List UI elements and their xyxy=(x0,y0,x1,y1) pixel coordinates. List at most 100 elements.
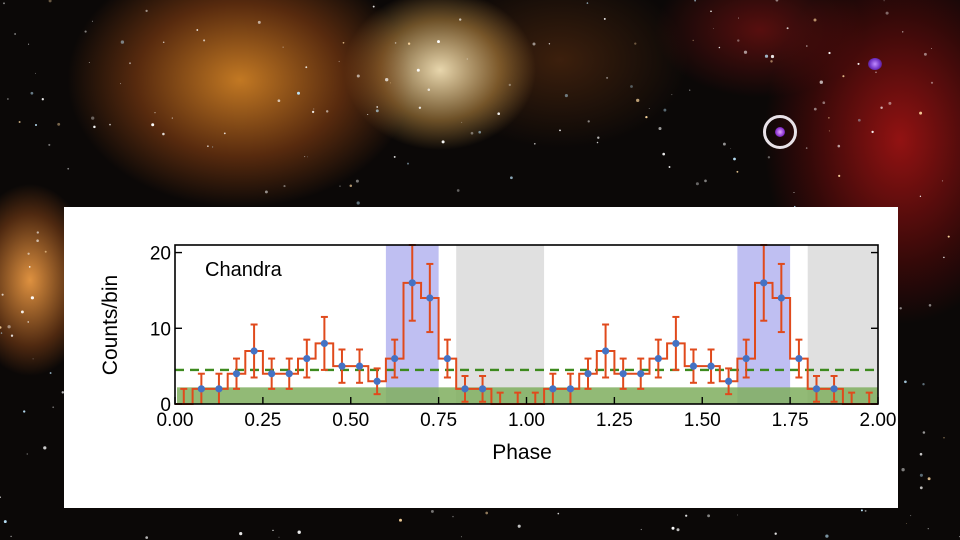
background-star xyxy=(943,256,945,259)
data-point xyxy=(303,354,311,363)
data-point xyxy=(443,354,452,363)
background-star xyxy=(923,52,927,56)
data-point xyxy=(566,385,575,393)
background-star xyxy=(864,509,867,512)
y-tick-label: 20 xyxy=(150,244,171,265)
background-star xyxy=(212,146,214,148)
chart-annotation: Chandra xyxy=(205,259,283,281)
data-point xyxy=(812,385,821,393)
data-point xyxy=(584,370,592,378)
background-star xyxy=(162,41,165,43)
background-star xyxy=(3,520,7,524)
x-tick-label: 0.00 xyxy=(157,410,194,431)
background-star xyxy=(883,0,885,2)
background-star xyxy=(91,20,93,22)
background-star xyxy=(648,108,650,109)
background-star xyxy=(901,31,904,33)
background-star xyxy=(837,144,841,148)
background-star xyxy=(272,529,274,532)
background-star xyxy=(880,106,883,110)
background-star xyxy=(32,358,34,360)
background-band xyxy=(177,387,878,404)
data-point xyxy=(830,385,838,393)
background-star xyxy=(901,468,905,472)
background-star xyxy=(770,60,773,63)
background-star xyxy=(356,201,360,205)
background-star xyxy=(418,106,422,109)
background-star xyxy=(282,46,284,48)
background-star xyxy=(694,0,696,2)
background-star xyxy=(145,536,149,539)
background-star xyxy=(557,512,560,515)
background-star xyxy=(264,190,268,194)
background-star xyxy=(203,39,206,42)
background-star xyxy=(676,528,680,532)
background-star xyxy=(508,83,511,87)
data-point xyxy=(373,377,381,385)
background-star xyxy=(559,129,561,132)
data-point xyxy=(408,279,416,287)
background-star xyxy=(943,437,945,439)
background-star xyxy=(437,40,440,44)
background-star xyxy=(692,39,694,42)
background-star xyxy=(597,136,600,139)
background-star xyxy=(857,118,861,122)
background-star xyxy=(28,43,30,45)
target-source-star xyxy=(775,127,785,137)
background-star xyxy=(0,496,1,498)
background-star xyxy=(634,42,637,45)
background-star xyxy=(630,85,633,88)
background-star xyxy=(84,30,87,33)
background-star xyxy=(18,121,21,123)
background-star xyxy=(48,0,52,3)
background-fill xyxy=(177,387,878,404)
x-tick-label: 2.00 xyxy=(860,410,897,431)
background-star xyxy=(297,91,300,95)
background-star xyxy=(927,477,931,481)
background-star xyxy=(733,157,736,161)
data-point xyxy=(391,354,399,363)
background-star xyxy=(207,145,209,147)
data-point xyxy=(725,377,733,385)
background-star xyxy=(171,117,173,119)
background-star xyxy=(689,89,691,91)
background-star xyxy=(93,125,96,129)
background-star xyxy=(43,446,47,450)
background-star xyxy=(297,530,301,534)
background-star xyxy=(305,66,308,69)
background-star xyxy=(61,391,65,394)
background-star xyxy=(718,46,721,49)
data-points xyxy=(197,279,838,393)
data-point xyxy=(707,362,715,370)
background-star xyxy=(30,296,35,300)
background-star xyxy=(460,536,462,538)
background-star xyxy=(427,88,431,91)
background-star xyxy=(466,58,468,60)
background-star xyxy=(767,156,771,159)
data-point xyxy=(232,370,241,378)
data-point xyxy=(601,347,610,355)
background-star xyxy=(91,116,95,120)
background-star xyxy=(871,130,874,134)
background-star xyxy=(407,42,411,45)
x-tick-label: 1.50 xyxy=(684,410,721,431)
background-star xyxy=(587,120,590,123)
background-star xyxy=(794,205,796,208)
background-star xyxy=(875,71,877,74)
background-star xyxy=(586,2,589,4)
background-star xyxy=(685,514,688,517)
background-star xyxy=(44,250,47,253)
background-star xyxy=(35,72,36,74)
y-tick-label: 10 xyxy=(150,319,171,340)
background-star xyxy=(461,121,463,123)
data-point xyxy=(654,354,662,363)
background-star xyxy=(919,111,923,115)
background-star xyxy=(564,94,568,98)
data-point xyxy=(742,354,750,363)
background-star xyxy=(668,166,671,168)
background-star xyxy=(819,80,823,84)
background-star xyxy=(49,372,52,374)
background-star xyxy=(828,117,830,119)
background-star xyxy=(52,406,55,409)
background-star xyxy=(904,380,907,384)
